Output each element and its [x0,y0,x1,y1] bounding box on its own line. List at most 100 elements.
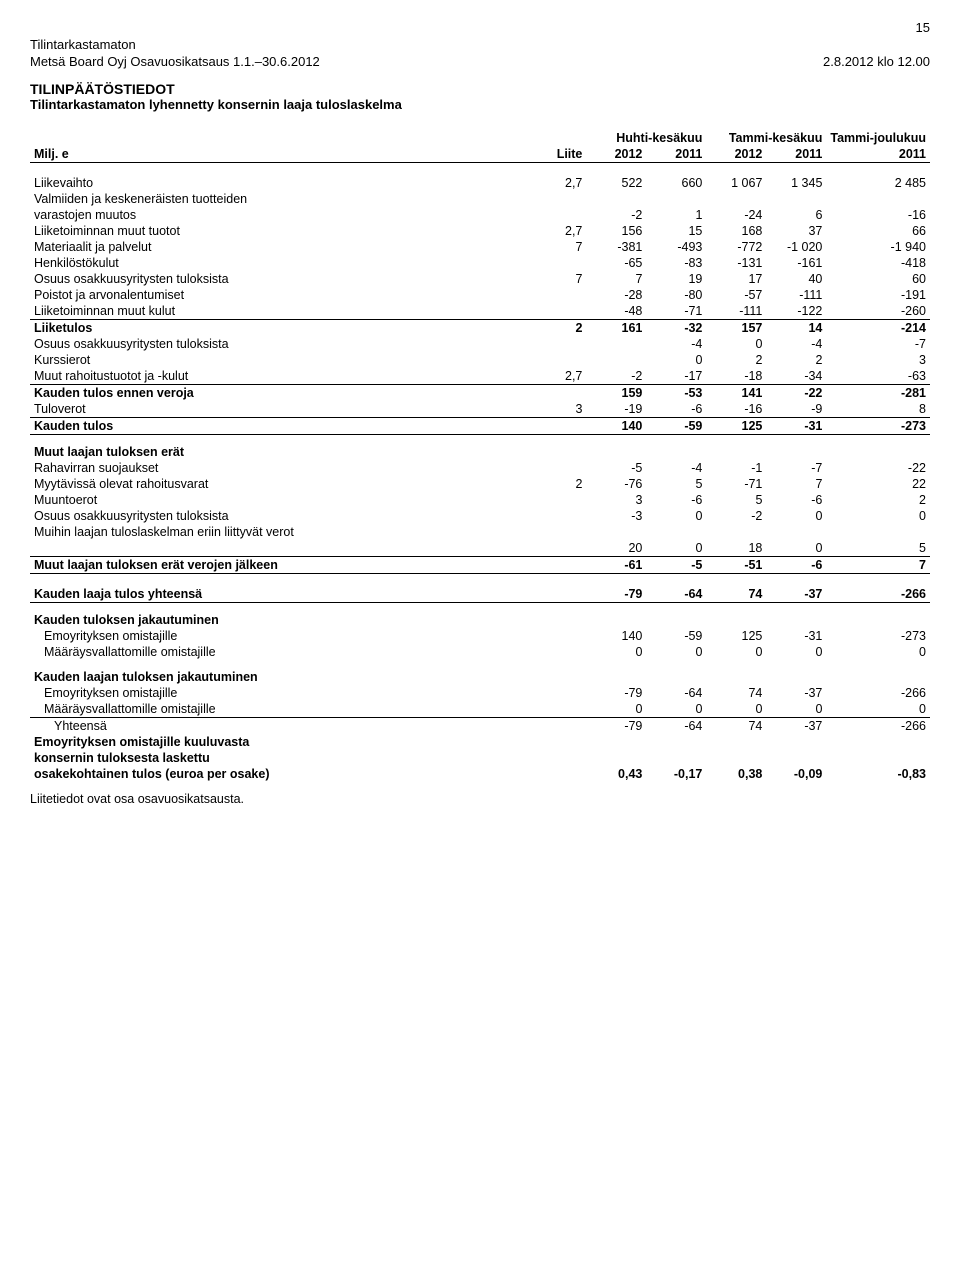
row-liite [536,460,586,476]
row-value: 2 485 [826,175,930,191]
row-value: 1 067 [706,175,766,191]
row-value: -48 [586,303,646,320]
row-value: 37 [766,223,826,239]
eps-line1: Emoyrityksen omistajille kuuluvasta [30,734,930,750]
row-value [766,524,826,540]
table-row: Yhteensä-79-6474-37-266 [30,718,930,735]
row-value: -260 [826,303,930,320]
section5-title: Kauden laajan tuloksen jakautuminen [30,660,930,685]
row-value: 125 [706,418,766,435]
row-liite: 7 [536,239,586,255]
row-value: 0 [826,508,930,524]
section4-title: Kauden tuloksen jakautuminen [30,603,930,629]
row-value: -7 [766,460,826,476]
row-value: 0 [706,644,766,660]
row-liite [536,352,586,368]
eps-c3: -0,09 [766,766,826,782]
row-value: 2 [826,492,930,508]
col-y3: 2012 [706,146,766,163]
row-liite: 2,7 [536,223,586,239]
row-label: Emoyrityksen omistajille [30,685,536,701]
table-row: Muuntoerot3-65-62 [30,492,930,508]
row-value: 0 [646,540,706,557]
section-title: TILINPÄÄTÖSTIEDOT [30,81,930,97]
table-row: Muut rahoitustuotot ja -kulut2,7-2-17-18… [30,368,930,385]
row-value: -281 [826,385,930,402]
row-value: -51 [706,557,766,574]
row-value: 0 [646,508,706,524]
row-value: -37 [766,685,826,701]
row-value: -71 [706,476,766,492]
row-value [646,191,706,207]
table-row: Materiaalit ja palvelut7-381-493-772-1 0… [30,239,930,255]
row-value: -79 [586,718,646,735]
table-row: Kauden tulos ennen veroja159-53141-22-28… [30,385,930,402]
row-value: -2 [586,368,646,385]
row-value: -18 [706,368,766,385]
row-value: -64 [646,586,706,603]
row-liite: 2 [536,476,586,492]
table-row: Rahavirran suojaukset-5-4-1-7-22 [30,460,930,476]
row-label: Liiketulos [30,320,536,337]
row-value: -191 [826,287,930,303]
row-value: -161 [766,255,826,271]
eps-c0: 0,43 [586,766,646,782]
row-label: Osuus osakkuusyritysten tuloksista [30,271,536,287]
row-liite [536,207,586,223]
row-liite: 7 [536,271,586,287]
section2-title: Muut laajan tuloksen erät [30,435,930,461]
row-value: 3 [826,352,930,368]
row-value: -6 [766,557,826,574]
row-label: Muihin laajan tuloslaskelman eriin liitt… [30,524,536,540]
row-value: -4 [646,336,706,352]
table-row: Kurssierot0223 [30,352,930,368]
row-value: -63 [826,368,930,385]
row-value: -7 [826,336,930,352]
table-row: Liiketoiminnan muut tuotot2,715615168376… [30,223,930,239]
row-value: -28 [586,287,646,303]
row-liite [536,718,586,735]
row-value: 0 [826,644,930,660]
row-value: -4 [766,336,826,352]
table-row: Liikevaihto2,75226601 0671 3452 485 [30,175,930,191]
row-value: 15 [646,223,706,239]
row-value: 159 [586,385,646,402]
row-value: 6 [766,207,826,223]
row-value: 5 [826,540,930,557]
row-label: Liiketoiminnan muut tuotot [30,223,536,239]
row-label [30,540,536,557]
row-value: -37 [766,586,826,603]
row-value: -111 [766,287,826,303]
row-label: Muut laajan tuloksen erät verojen jälkee… [30,557,536,574]
row-liite [536,701,586,718]
eps-line2: konsernin tuloksesta laskettu [30,750,930,766]
row-value: -1 020 [766,239,826,255]
row-value: 18 [706,540,766,557]
row-value: -266 [826,586,930,603]
row-value: 20 [586,540,646,557]
row-value: 5 [706,492,766,508]
row-label: Muut rahoitustuotot ja -kulut [30,368,536,385]
table-row: Muut laajan tuloksen erät verojen jälkee… [30,557,930,574]
row-value: 60 [826,271,930,287]
row-value: -64 [646,685,706,701]
row-value: -214 [826,320,930,337]
table-row: Emoyrityksen omistajille140-59125-31-273 [30,628,930,644]
row-value [766,191,826,207]
table-row: Poistot ja arvonalentumiset-28-80-57-111… [30,287,930,303]
row-value: -71 [646,303,706,320]
row-value: 0 [766,701,826,718]
row-value: 0 [826,701,930,718]
header-row-years: Milj. e Liite 2012 2011 2012 2011 2011 [30,146,930,163]
row-value: -61 [586,557,646,574]
row-value: 7 [826,557,930,574]
row-value: -37 [766,718,826,735]
row-value: -6 [646,401,706,418]
row-value: -6 [766,492,826,508]
row-liite [536,255,586,271]
row-value: -5 [586,460,646,476]
row-value: -17 [646,368,706,385]
row-label: Osuus osakkuusyritysten tuloksista [30,336,536,352]
row-value: 125 [706,628,766,644]
row-value: -4 [646,460,706,476]
